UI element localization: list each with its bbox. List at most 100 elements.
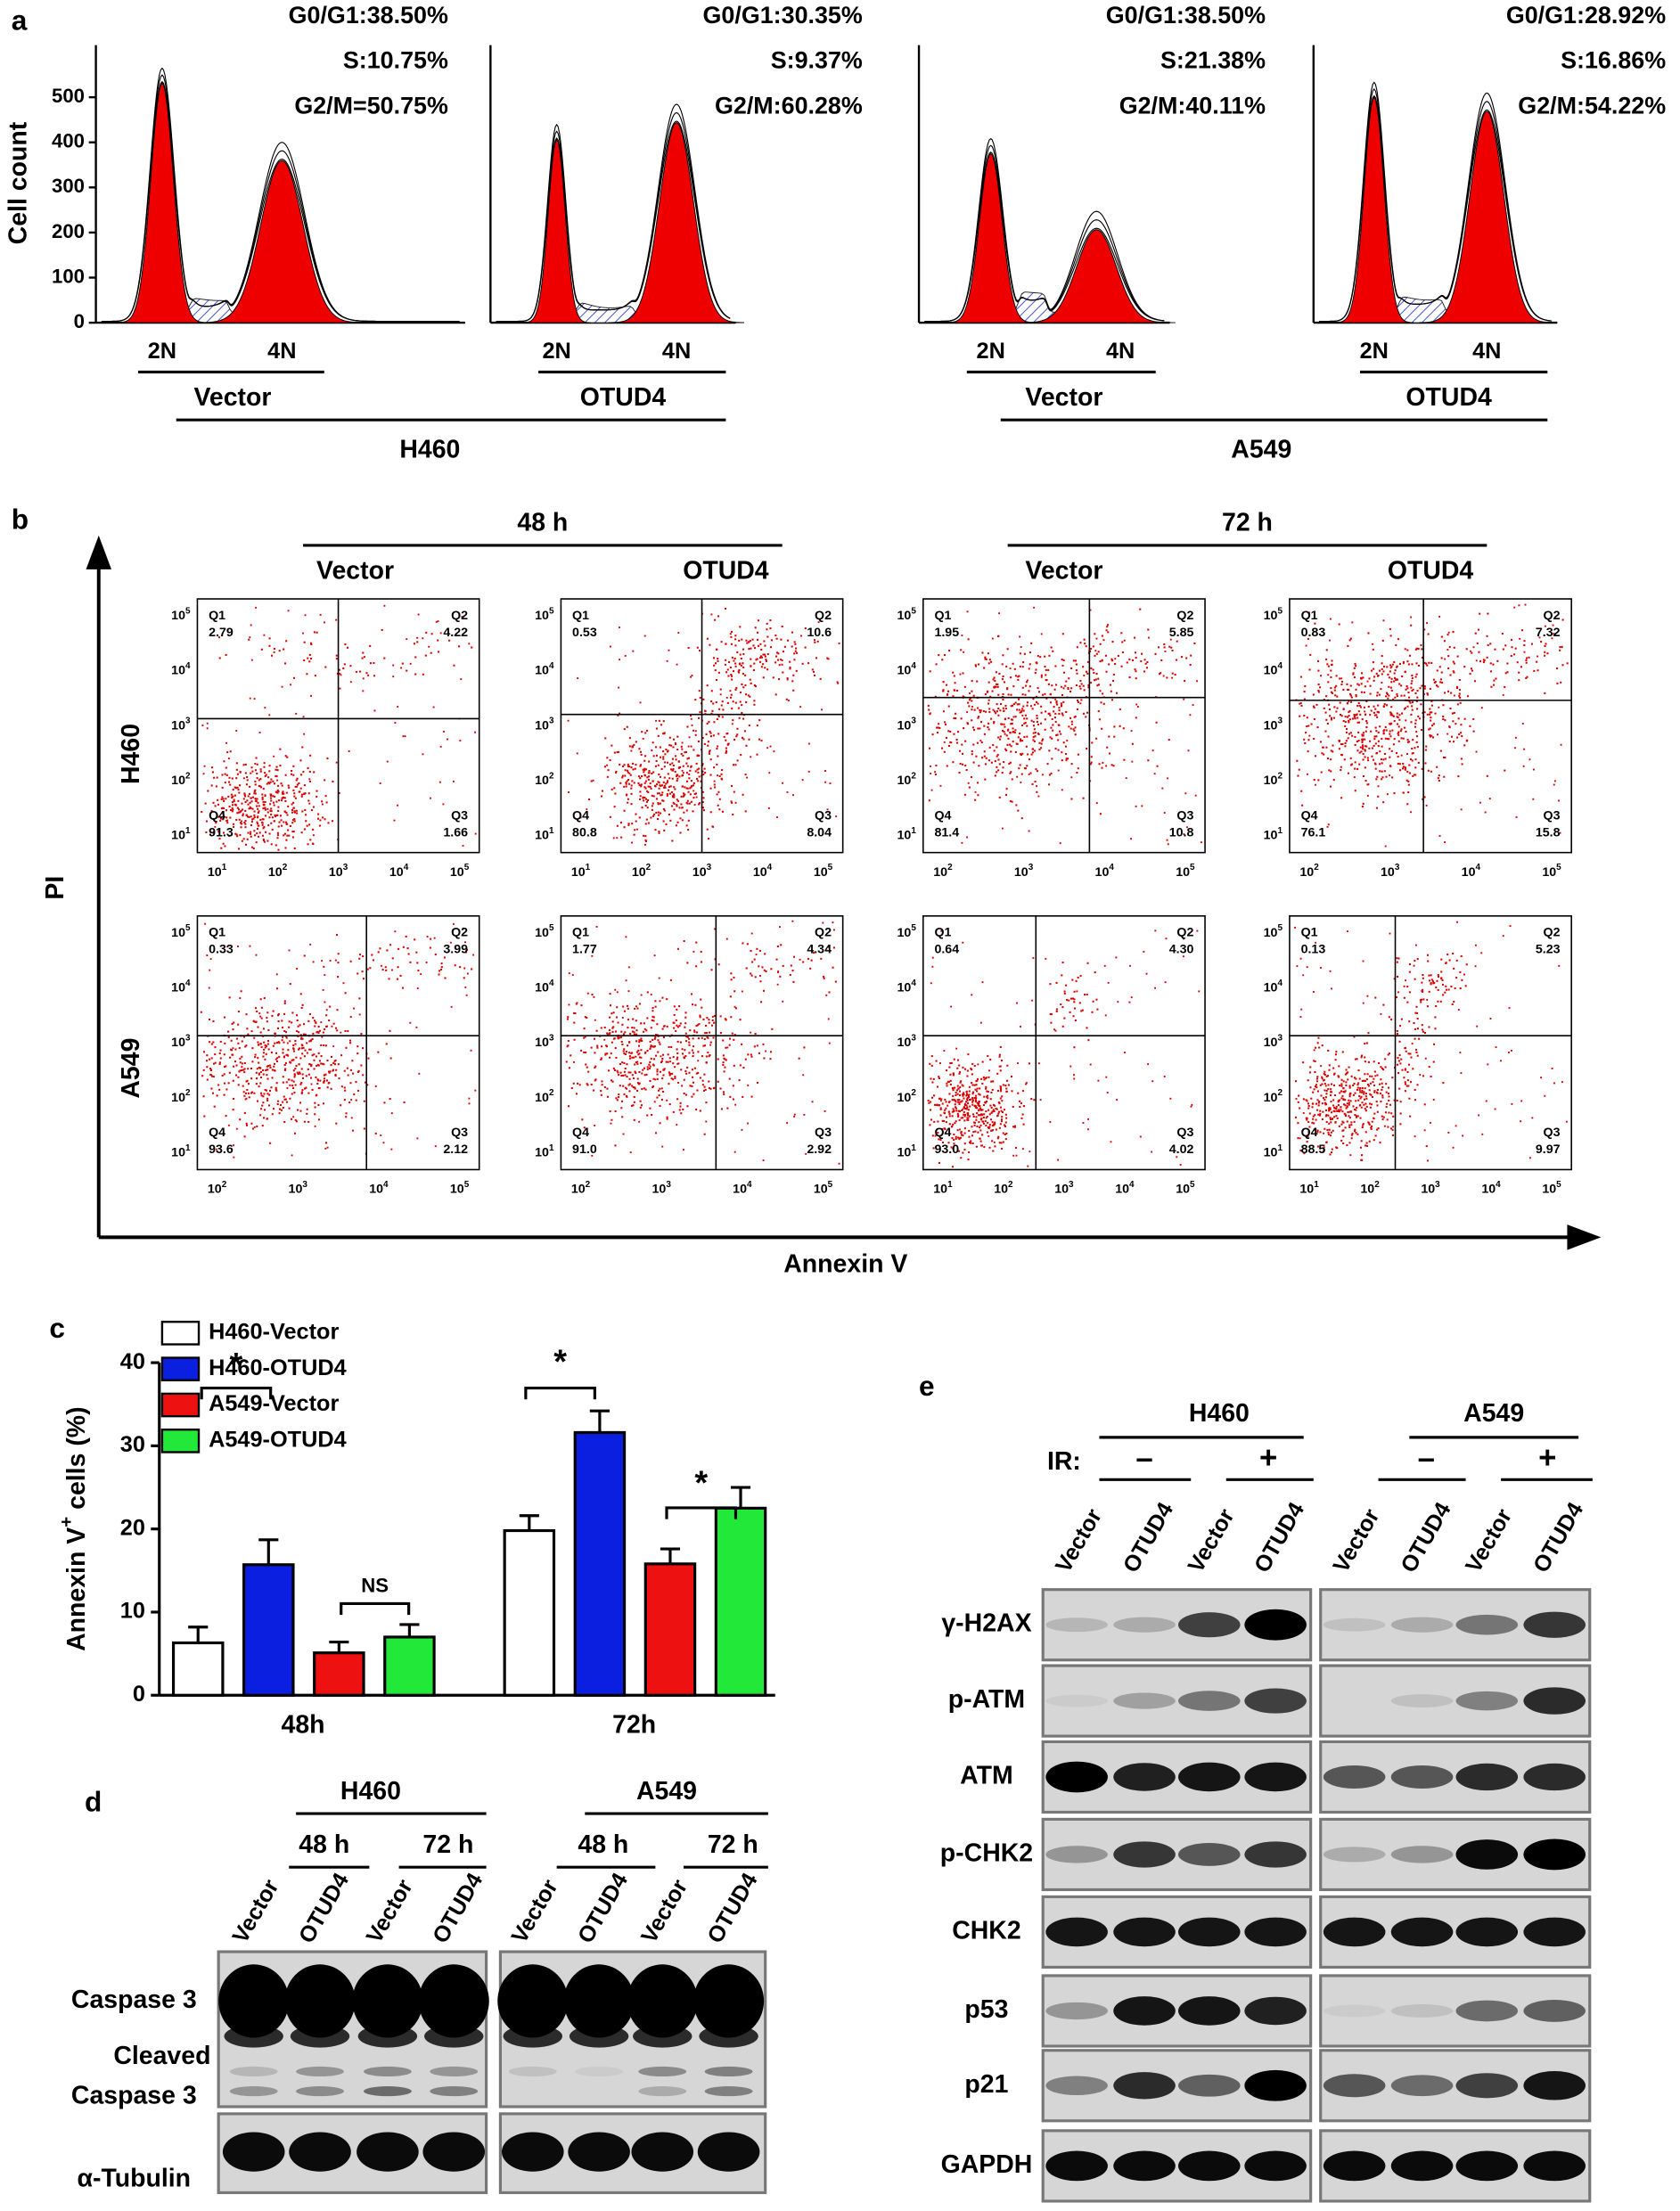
flow-dot (217, 798, 219, 801)
flow-dot (741, 638, 743, 641)
flow-dot (829, 782, 832, 785)
flow-dot (215, 785, 217, 788)
flow-dot (310, 1083, 313, 1085)
flow-dot (732, 813, 734, 816)
flow-dot (746, 642, 749, 644)
flow-dot (319, 824, 322, 827)
flow-dot (1001, 1110, 1004, 1114)
flow-dot (626, 725, 628, 728)
flow-dot (266, 1099, 269, 1101)
flow-dot (745, 639, 748, 642)
flow-dot (1439, 678, 1442, 681)
flow-dot (673, 802, 676, 806)
flow-dot (975, 1145, 978, 1148)
flow-dot (311, 842, 314, 845)
flow-dot (218, 1088, 221, 1091)
flow-dot (733, 976, 735, 979)
flow-dot (712, 825, 715, 828)
flow-dot (606, 1052, 609, 1055)
flow-dot (952, 1072, 955, 1075)
y-tick-label-base: 10 (897, 718, 912, 733)
flow-dot (453, 664, 455, 667)
flow-dot (673, 1027, 676, 1029)
flow-dot (966, 1118, 969, 1121)
x-tick-label: 105 (1176, 863, 1195, 880)
flow-dot (1389, 667, 1392, 669)
flow-dot (812, 670, 815, 673)
flow-dot (660, 793, 663, 796)
flow-dot (292, 807, 295, 809)
flow-dot (316, 1078, 319, 1081)
flow-dot (319, 614, 322, 616)
flow-dot (678, 1005, 681, 1008)
flow-dot (678, 807, 681, 809)
flow-dot (1381, 738, 1383, 741)
flow-dot (637, 775, 640, 778)
flow-dot (300, 831, 303, 834)
y-tick-label-base: 10 (171, 980, 185, 995)
flow-dot (239, 997, 242, 999)
flow-dot (1391, 776, 1394, 779)
flow-dot (689, 769, 692, 772)
flow-dot (1037, 795, 1040, 798)
flow-dot (1317, 779, 1320, 782)
flow-dot (677, 766, 681, 769)
flow-dot (717, 714, 720, 717)
flow-dot (1163, 643, 1166, 646)
flow-dot (248, 815, 250, 818)
flow-dot (1458, 689, 1461, 692)
flow-dot (652, 1016, 655, 1019)
flow-dot (1085, 670, 1087, 673)
flow-dot (374, 1085, 377, 1087)
flow-dot (965, 1094, 968, 1097)
flow-dot (612, 1067, 615, 1069)
flow-dot (681, 1052, 684, 1055)
flow-dot (262, 1073, 265, 1076)
flow-dot (1408, 696, 1411, 699)
flow-dot (723, 1093, 725, 1095)
flow-dot (632, 1056, 635, 1059)
flow-dot (734, 638, 737, 641)
flow-dot (1021, 708, 1024, 710)
flow-dot (963, 1093, 965, 1096)
flow-dot (768, 772, 771, 774)
flow-dot (1008, 763, 1011, 766)
flow-dot (969, 1115, 971, 1118)
flow-dot (944, 721, 947, 724)
flow-dot (823, 977, 825, 979)
flow-dot (663, 1025, 666, 1028)
flow-dot (312, 961, 315, 963)
flow-dot (1396, 692, 1398, 695)
flow-dot (627, 1027, 629, 1029)
flow-dot (1095, 737, 1098, 740)
flow-dot (225, 1115, 227, 1118)
flow-dot (992, 678, 995, 681)
flow-dot (762, 676, 765, 679)
flow-dot (993, 1110, 996, 1112)
flow-dot (789, 974, 791, 977)
flow-dot (323, 965, 325, 968)
flow-dot (288, 949, 291, 952)
flow-dot (1032, 720, 1035, 724)
flow-dot (1193, 642, 1196, 644)
flow-dot (947, 1142, 950, 1144)
flow-dot (1014, 729, 1017, 732)
flow-dot (617, 750, 619, 753)
flow-dot (656, 798, 659, 800)
x-tick-label: 105 (450, 1180, 470, 1197)
stat-label: S:16.86% (1561, 47, 1666, 74)
flow-dot (673, 1005, 676, 1008)
flow-dot (717, 658, 719, 660)
flow-dot (1001, 1116, 1004, 1118)
flow-dot (756, 947, 758, 950)
flow-dot (1031, 748, 1035, 750)
flow-dot (965, 1107, 968, 1110)
flow-dot (1060, 733, 1062, 735)
flow-dot (730, 784, 733, 788)
flow-dot (674, 1077, 676, 1079)
flow-dot (668, 1072, 671, 1075)
flow-dot (975, 1105, 978, 1108)
flow-dot (212, 831, 215, 834)
flow-dot (630, 1104, 633, 1107)
flow-dot (1381, 673, 1383, 676)
